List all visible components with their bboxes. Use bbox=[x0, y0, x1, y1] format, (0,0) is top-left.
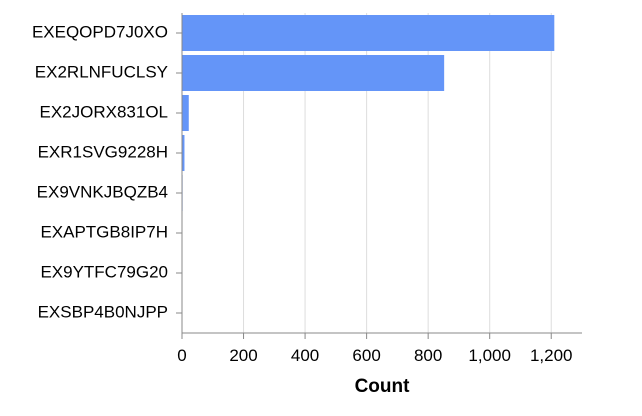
category-label: EXR1SVG9228H bbox=[38, 142, 168, 161]
category-label: EXEQOPD7J0XO bbox=[32, 22, 168, 41]
category-label: EX2RLNFUCLSY bbox=[35, 62, 168, 81]
x-tick-label: 800 bbox=[414, 346, 442, 365]
category-label: EX9VNKJBQZB4 bbox=[37, 182, 168, 201]
category-label: EX2JORX831OL bbox=[39, 102, 168, 121]
bar bbox=[182, 95, 189, 131]
x-tick-label: 0 bbox=[177, 346, 186, 365]
x-tick-label: 600 bbox=[352, 346, 380, 365]
x-tick-label: 200 bbox=[229, 346, 257, 365]
bar bbox=[182, 15, 554, 51]
x-tick-label: 1,000 bbox=[468, 346, 511, 365]
category-label: EXAPTGB8IP7H bbox=[40, 222, 168, 241]
bar bbox=[182, 55, 444, 91]
x-axis-title: Count bbox=[355, 376, 411, 397]
bar-layer bbox=[182, 15, 554, 331]
x-tick-label: 400 bbox=[291, 346, 319, 365]
category-label: EXSBP4B0NJPP bbox=[38, 302, 168, 321]
category-label: EX9YTFC79G20 bbox=[40, 262, 168, 281]
x-tick-label: 1,200 bbox=[530, 346, 573, 365]
